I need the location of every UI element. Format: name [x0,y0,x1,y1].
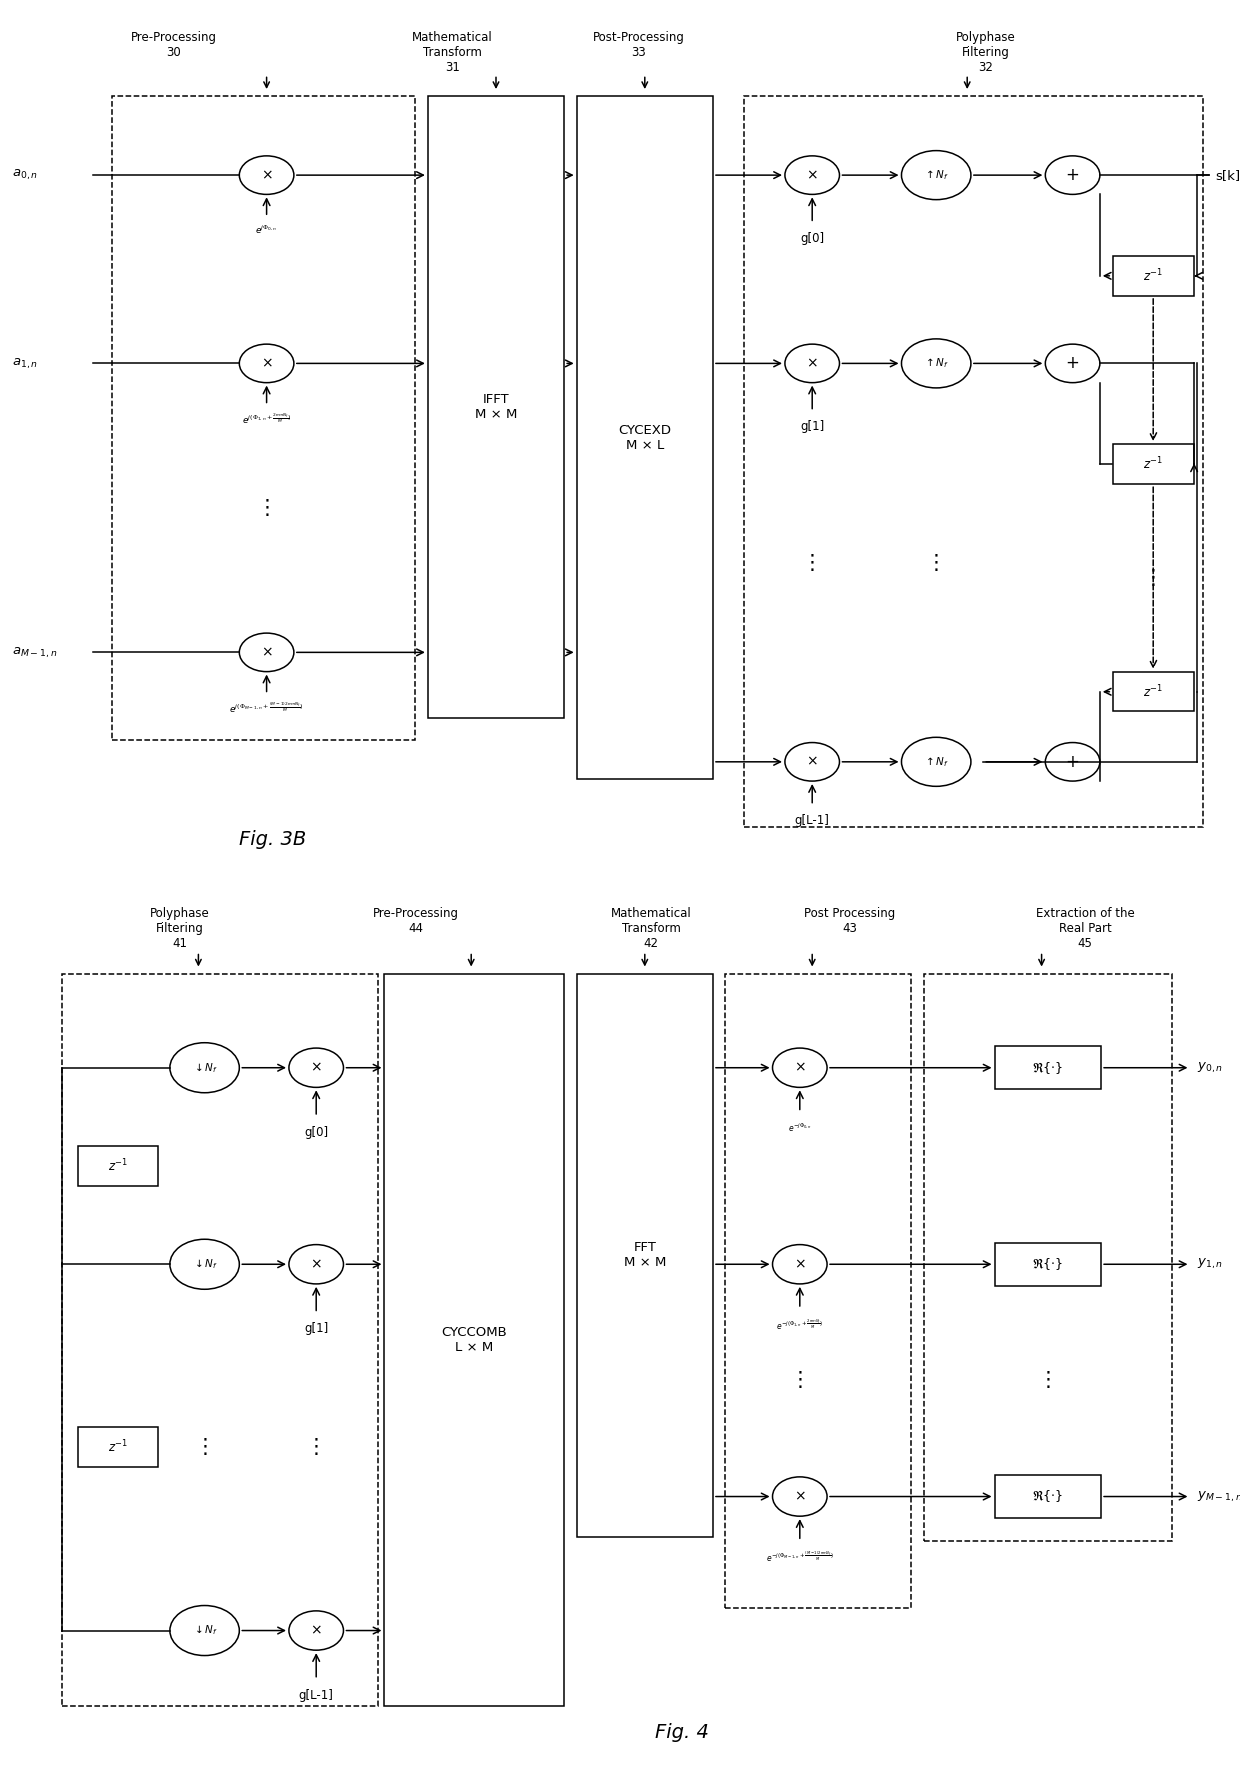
FancyBboxPatch shape [428,96,564,718]
FancyBboxPatch shape [994,1045,1101,1090]
FancyBboxPatch shape [77,1146,159,1185]
Text: ×: × [260,646,273,660]
Text: ×: × [806,356,818,370]
Text: $z^{-1}$: $z^{-1}$ [1143,267,1163,285]
Text: ⋮: ⋮ [635,497,655,518]
Text: $\mathfrak{R}\{\cdot\}$: $\mathfrak{R}\{\cdot\}$ [1032,1060,1064,1076]
Text: g[1]: g[1] [304,1323,329,1336]
Text: FFT
M × M: FFT M × M [624,1242,666,1270]
Text: ×: × [260,168,273,182]
Text: +: + [1065,354,1080,373]
Text: Post-Processing
33: Post-Processing 33 [593,30,684,58]
Text: IFFT
M × M: IFFT M × M [475,393,517,421]
Text: Fig. 3B: Fig. 3B [239,830,306,849]
Text: $z^{-1}$: $z^{-1}$ [108,1157,128,1175]
Text: $e^{j\Phi_{0,n}}$: $e^{j\Phi_{0,n}}$ [255,223,278,235]
Text: ⋮: ⋮ [257,497,277,518]
Text: CYCEXD
M × L: CYCEXD M × L [619,425,671,451]
Text: Polyphase
Filtering
32: Polyphase Filtering 32 [956,30,1016,74]
Text: Polyphase
Filtering
41: Polyphase Filtering 41 [150,907,210,950]
Text: s[k]: s[k] [1215,168,1240,182]
FancyBboxPatch shape [1114,444,1193,483]
Text: ×: × [260,356,273,370]
FancyBboxPatch shape [994,1244,1101,1286]
Text: +: + [1065,166,1080,184]
Text: Mathematical
Transform
42: Mathematical Transform 42 [610,907,692,950]
Text: $\downarrow N_f$: $\downarrow N_f$ [192,1061,217,1074]
Text: ×: × [806,755,818,770]
Text: Pre-Processing
44: Pre-Processing 44 [372,907,459,936]
Text: ⋮: ⋮ [306,1438,326,1458]
FancyBboxPatch shape [994,1475,1101,1518]
Text: $\uparrow N_f$: $\uparrow N_f$ [924,755,949,770]
Text: ×: × [794,1061,806,1076]
Text: Post Processing
43: Post Processing 43 [804,907,895,936]
Text: $e^{-j\Phi_{0,n}}$: $e^{-j\Phi_{0,n}}$ [787,1122,812,1134]
Text: $\uparrow N_f$: $\uparrow N_f$ [924,168,949,182]
Text: ⋮: ⋮ [926,552,946,573]
Text: g[L-1]: g[L-1] [299,1689,334,1702]
Text: ⋮: ⋮ [790,1371,810,1390]
Text: ×: × [794,1489,806,1504]
Text: Fig. 4: Fig. 4 [655,1723,709,1742]
Text: $\mathfrak{R}\{\cdot\}$: $\mathfrak{R}\{\cdot\}$ [1032,1256,1064,1272]
Text: $\downarrow N_f$: $\downarrow N_f$ [192,1624,217,1638]
Text: $y_{M-1,n}$: $y_{M-1,n}$ [1197,1489,1240,1504]
Text: ⋮: ⋮ [195,1438,215,1458]
Text: $e^{-j(\Phi_{1,n}+\frac{2\pi mN_f}{M})}$: $e^{-j(\Phi_{1,n}+\frac{2\pi mN_f}{M})}$ [776,1318,823,1332]
Text: g[1]: g[1] [800,421,825,433]
Text: CYCCOMB
L × M: CYCCOMB L × M [441,1327,507,1355]
Text: ⋮: ⋮ [1038,1371,1058,1390]
Text: $a_{M-1,n}$: $a_{M-1,n}$ [12,646,58,660]
Text: $y_{1,n}$: $y_{1,n}$ [1197,1258,1223,1272]
Text: ⋮: ⋮ [1143,568,1163,587]
Text: ×: × [794,1258,806,1272]
FancyBboxPatch shape [1114,257,1193,295]
Text: ×: × [310,1061,322,1076]
FancyBboxPatch shape [384,975,564,1707]
Text: g[L-1]: g[L-1] [795,814,830,828]
Text: $y_{0,n}$: $y_{0,n}$ [1197,1061,1223,1076]
FancyBboxPatch shape [577,96,713,780]
Text: $e^{-j(\Phi_{M-1,n}+\frac{(M-1)2\pi mN_f}{M})}$: $e^{-j(\Phi_{M-1,n}+\frac{(M-1)2\pi mN_f… [766,1550,833,1564]
Text: Extraction of the
Real Part
45: Extraction of the Real Part 45 [1035,907,1135,950]
Text: $\downarrow N_f$: $\downarrow N_f$ [192,1258,217,1272]
Text: Pre-Processing
30: Pre-Processing 30 [130,30,217,58]
Text: $a_{1,n}$: $a_{1,n}$ [12,356,38,370]
Text: $e^{j(\Phi_{1,n}+\frac{2\pi mN_f}{M})}$: $e^{j(\Phi_{1,n}+\frac{2\pi mN_f}{M})}$ [242,412,291,426]
Text: +: + [1065,754,1080,771]
Text: Mathematical
Transform
31: Mathematical Transform 31 [412,30,494,74]
FancyBboxPatch shape [77,1428,159,1468]
Text: ×: × [310,1258,322,1272]
Text: $a_{0,n}$: $a_{0,n}$ [12,168,38,182]
Text: $\uparrow N_f$: $\uparrow N_f$ [924,357,949,370]
Text: g[0]: g[0] [304,1125,329,1139]
Text: g[0]: g[0] [800,232,825,246]
Text: $\mathfrak{R}\{\cdot\}$: $\mathfrak{R}\{\cdot\}$ [1032,1488,1064,1504]
Text: ⋮: ⋮ [802,552,822,573]
Text: $e^{j(\Phi_{M-1,n}+\frac{(M-1)2\pi mN_f}{M})}$: $e^{j(\Phi_{M-1,n}+\frac{(M-1)2\pi mN_f}… [229,701,304,715]
Text: $z^{-1}$: $z^{-1}$ [1143,456,1163,472]
FancyBboxPatch shape [1114,672,1193,711]
Text: ⋮: ⋮ [486,497,506,518]
Text: ×: × [310,1624,322,1638]
Text: ×: × [806,168,818,182]
Text: $z^{-1}$: $z^{-1}$ [108,1440,128,1456]
FancyBboxPatch shape [577,975,713,1537]
Text: $z^{-1}$: $z^{-1}$ [1143,683,1163,701]
